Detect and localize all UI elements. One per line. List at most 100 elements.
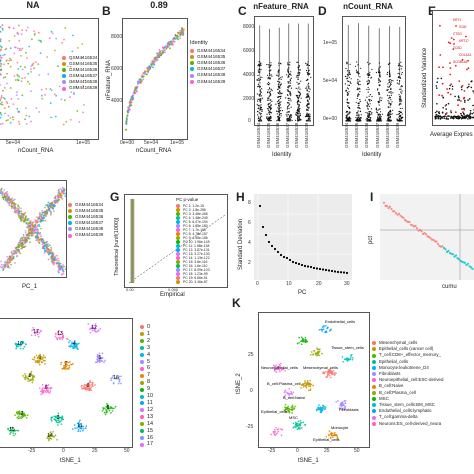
variable-feature-point	[441, 94, 443, 97]
scatter-point	[72, 34, 74, 37]
pca-point	[38, 217, 41, 220]
pca-point	[2, 198, 5, 200]
scatter-point	[125, 128, 127, 131]
tsne-point	[275, 364, 277, 367]
panel-c-point	[307, 79, 309, 81]
scatter-point	[13, 35, 16, 37]
panel-g-legend-label: PC 7: 1.7e-163	[183, 228, 206, 232]
panel-c-point	[257, 98, 259, 100]
panel-c-point	[257, 63, 260, 65]
tsne-point	[27, 375, 30, 378]
panel-d-point	[356, 71, 358, 73]
panel-b-legend-swatch	[190, 49, 194, 54]
panel-c-point	[256, 79, 258, 81]
pc-point	[390, 207, 393, 211]
scatter-point	[63, 99, 66, 101]
tsne-point	[52, 435, 54, 438]
tsne-point	[330, 376, 332, 379]
scatter-point	[61, 41, 63, 44]
feature-point	[457, 118, 460, 120]
panel-f-legend-swatch	[68, 209, 72, 214]
scatter-point	[21, 68, 24, 71]
tsne-point	[96, 359, 99, 362]
tsne-point	[41, 392, 44, 395]
scatter-point	[24, 66, 26, 69]
panel-g-legend-swatch	[176, 212, 180, 216]
panel-d-point	[355, 69, 357, 71]
pca-point	[52, 261, 55, 264]
panel-c-point	[305, 79, 307, 81]
panel-k-legend-label: B_cell:Naive	[379, 383, 404, 389]
tsne-point	[321, 352, 323, 355]
variable-feature-point	[461, 58, 464, 61]
feature-point	[461, 88, 463, 91]
panel-d-point	[401, 92, 403, 94]
pca-point	[56, 261, 58, 264]
panel-c-point	[277, 107, 279, 109]
panel-c-point	[289, 115, 291, 117]
pca-point	[13, 252, 15, 254]
pca-point	[0, 263, 3, 266]
panel-d-point	[389, 74, 391, 76]
feature-point	[467, 118, 469, 120]
panel-c-violin	[256, 23, 312, 122]
feature-point	[447, 118, 450, 120]
pca-point	[57, 270, 60, 273]
pca-point	[3, 189, 6, 191]
panel-k-ylabel: tSNE_2	[236, 373, 242, 394]
feature-point	[441, 117, 443, 119]
panel-c-point	[306, 86, 308, 88]
panel-d-point	[389, 115, 392, 118]
pc-point	[414, 224, 417, 228]
panel-d-point	[390, 91, 392, 93]
variable-feature-point	[463, 96, 466, 99]
panel-j-legend-item: 9	[140, 386, 153, 393]
panel-g-legend-swatch	[176, 260, 180, 264]
panel-c-point	[269, 75, 271, 77]
feature-point	[445, 113, 447, 115]
pca-point	[24, 216, 27, 219]
pca-point	[17, 213, 20, 216]
panel-d-point	[400, 120, 402, 122]
panel-d-point	[355, 112, 358, 114]
tsne-point	[340, 401, 343, 404]
panel-c-point	[306, 88, 308, 90]
panel-a-xtick-2: 1e+05	[76, 140, 91, 146]
scatter-point	[17, 98, 20, 100]
panel-g-legend-swatch	[176, 232, 180, 236]
tsne-point	[62, 336, 64, 338]
tsne-point	[19, 343, 21, 346]
tsne-point	[324, 331, 327, 334]
panel-c-point	[258, 71, 260, 73]
tsne-point	[43, 389, 46, 392]
tsne-point	[37, 359, 40, 361]
pca-point	[16, 249, 19, 251]
scatter-point	[0, 63, 3, 65]
scatter-point	[182, 32, 185, 35]
gene-label: CTSG	[453, 32, 462, 36]
pca-point	[62, 270, 65, 273]
panel-k-legend-label: Neuroepithelial_cell:ESC-derived	[379, 377, 444, 383]
panel-k-ytick-1: 0	[250, 388, 253, 394]
panel-d-point	[359, 83, 361, 86]
tsne-point	[350, 355, 352, 358]
tsne-point	[90, 327, 93, 330]
scatter-point	[28, 83, 31, 85]
tsne-point	[330, 371, 333, 374]
tsne-point	[61, 338, 64, 341]
panel-c-point	[298, 95, 301, 97]
panel-c-point	[269, 119, 271, 121]
tsne-point	[90, 386, 93, 388]
panel-c-point	[277, 96, 279, 98]
panel-d-point	[356, 61, 358, 63]
scatter-point	[0, 59, 2, 62]
panel-d-point	[399, 76, 401, 78]
panel-d-point	[345, 90, 347, 92]
pca-point	[56, 254, 58, 257]
panel-d-point	[400, 117, 403, 119]
panel-c-point	[259, 109, 261, 111]
scatter-point	[25, 123, 28, 125]
panel-c-point	[308, 106, 310, 108]
panel-j-legend-swatch	[140, 394, 144, 399]
tsne-point	[104, 407, 106, 410]
